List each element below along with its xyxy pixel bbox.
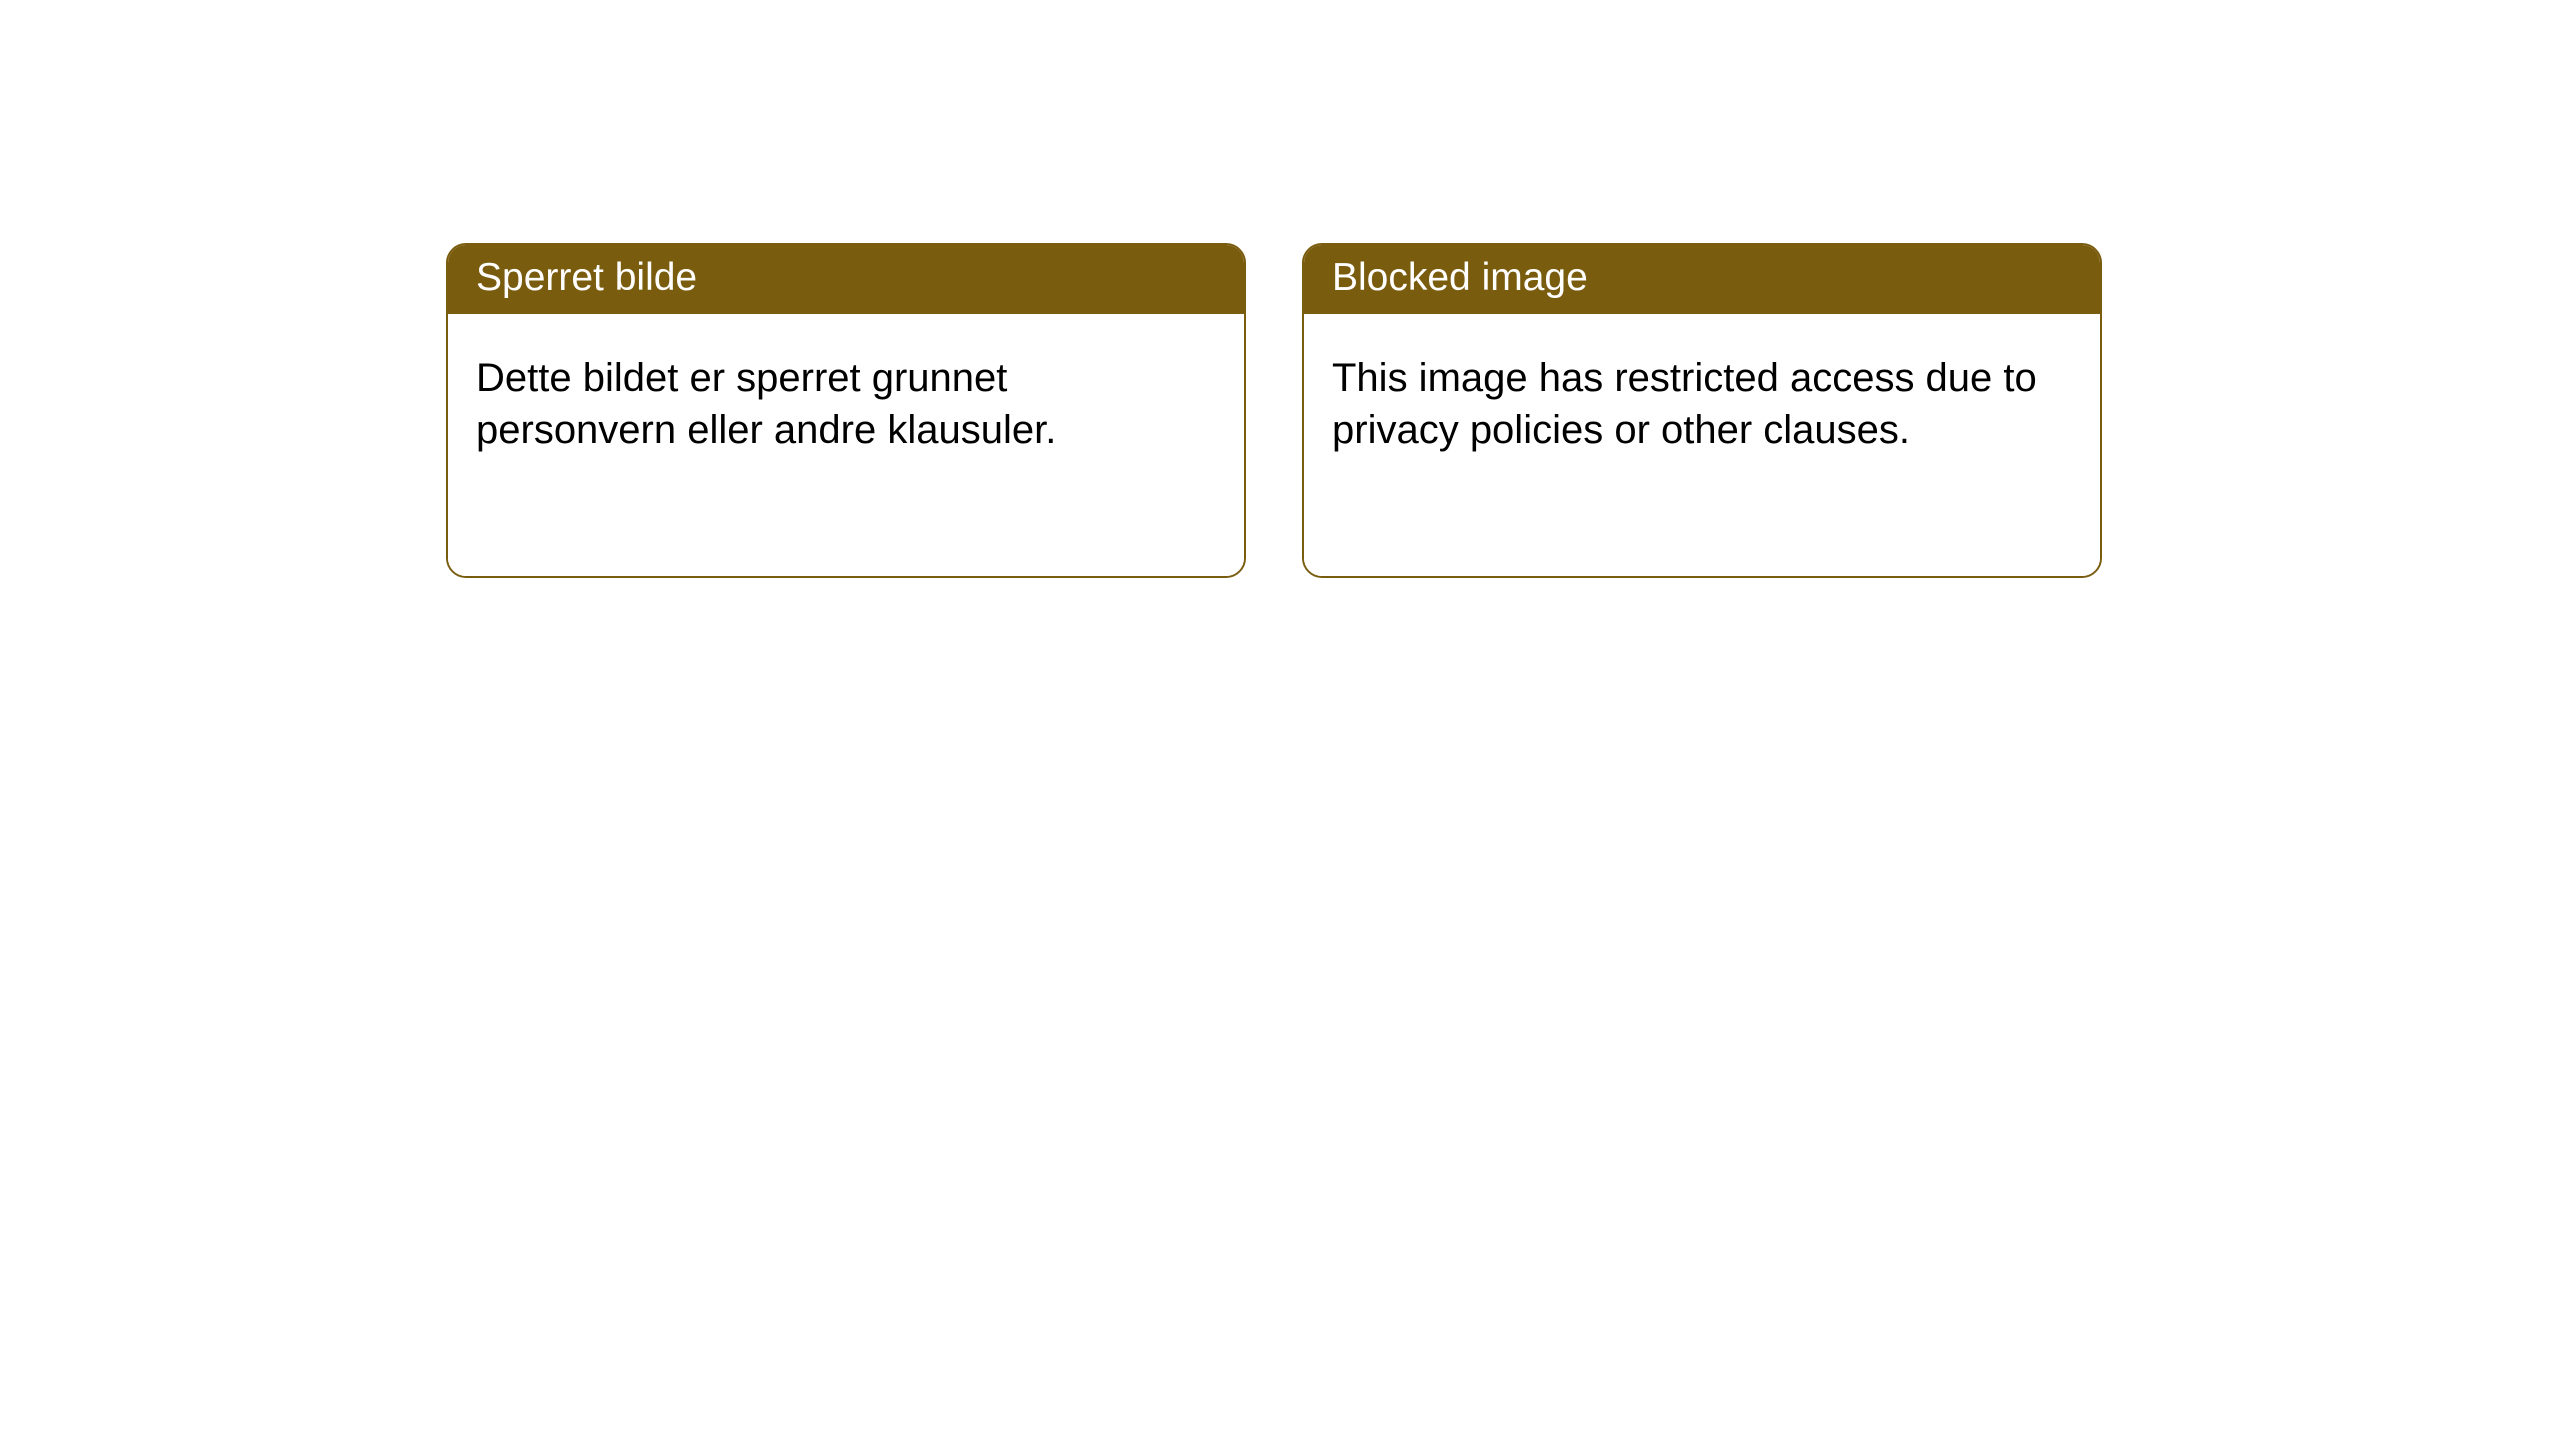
notice-body: Dette bildet er sperret grunnet personve…: [448, 314, 1244, 576]
notice-container: Sperret bilde Dette bildet er sperret gr…: [446, 243, 2102, 578]
notice-header: Sperret bilde: [448, 245, 1244, 314]
notice-card-norwegian: Sperret bilde Dette bildet er sperret gr…: [446, 243, 1246, 578]
notice-header: Blocked image: [1304, 245, 2100, 314]
notice-card-english: Blocked image This image has restricted …: [1302, 243, 2102, 578]
notice-body: This image has restricted access due to …: [1304, 314, 2100, 576]
